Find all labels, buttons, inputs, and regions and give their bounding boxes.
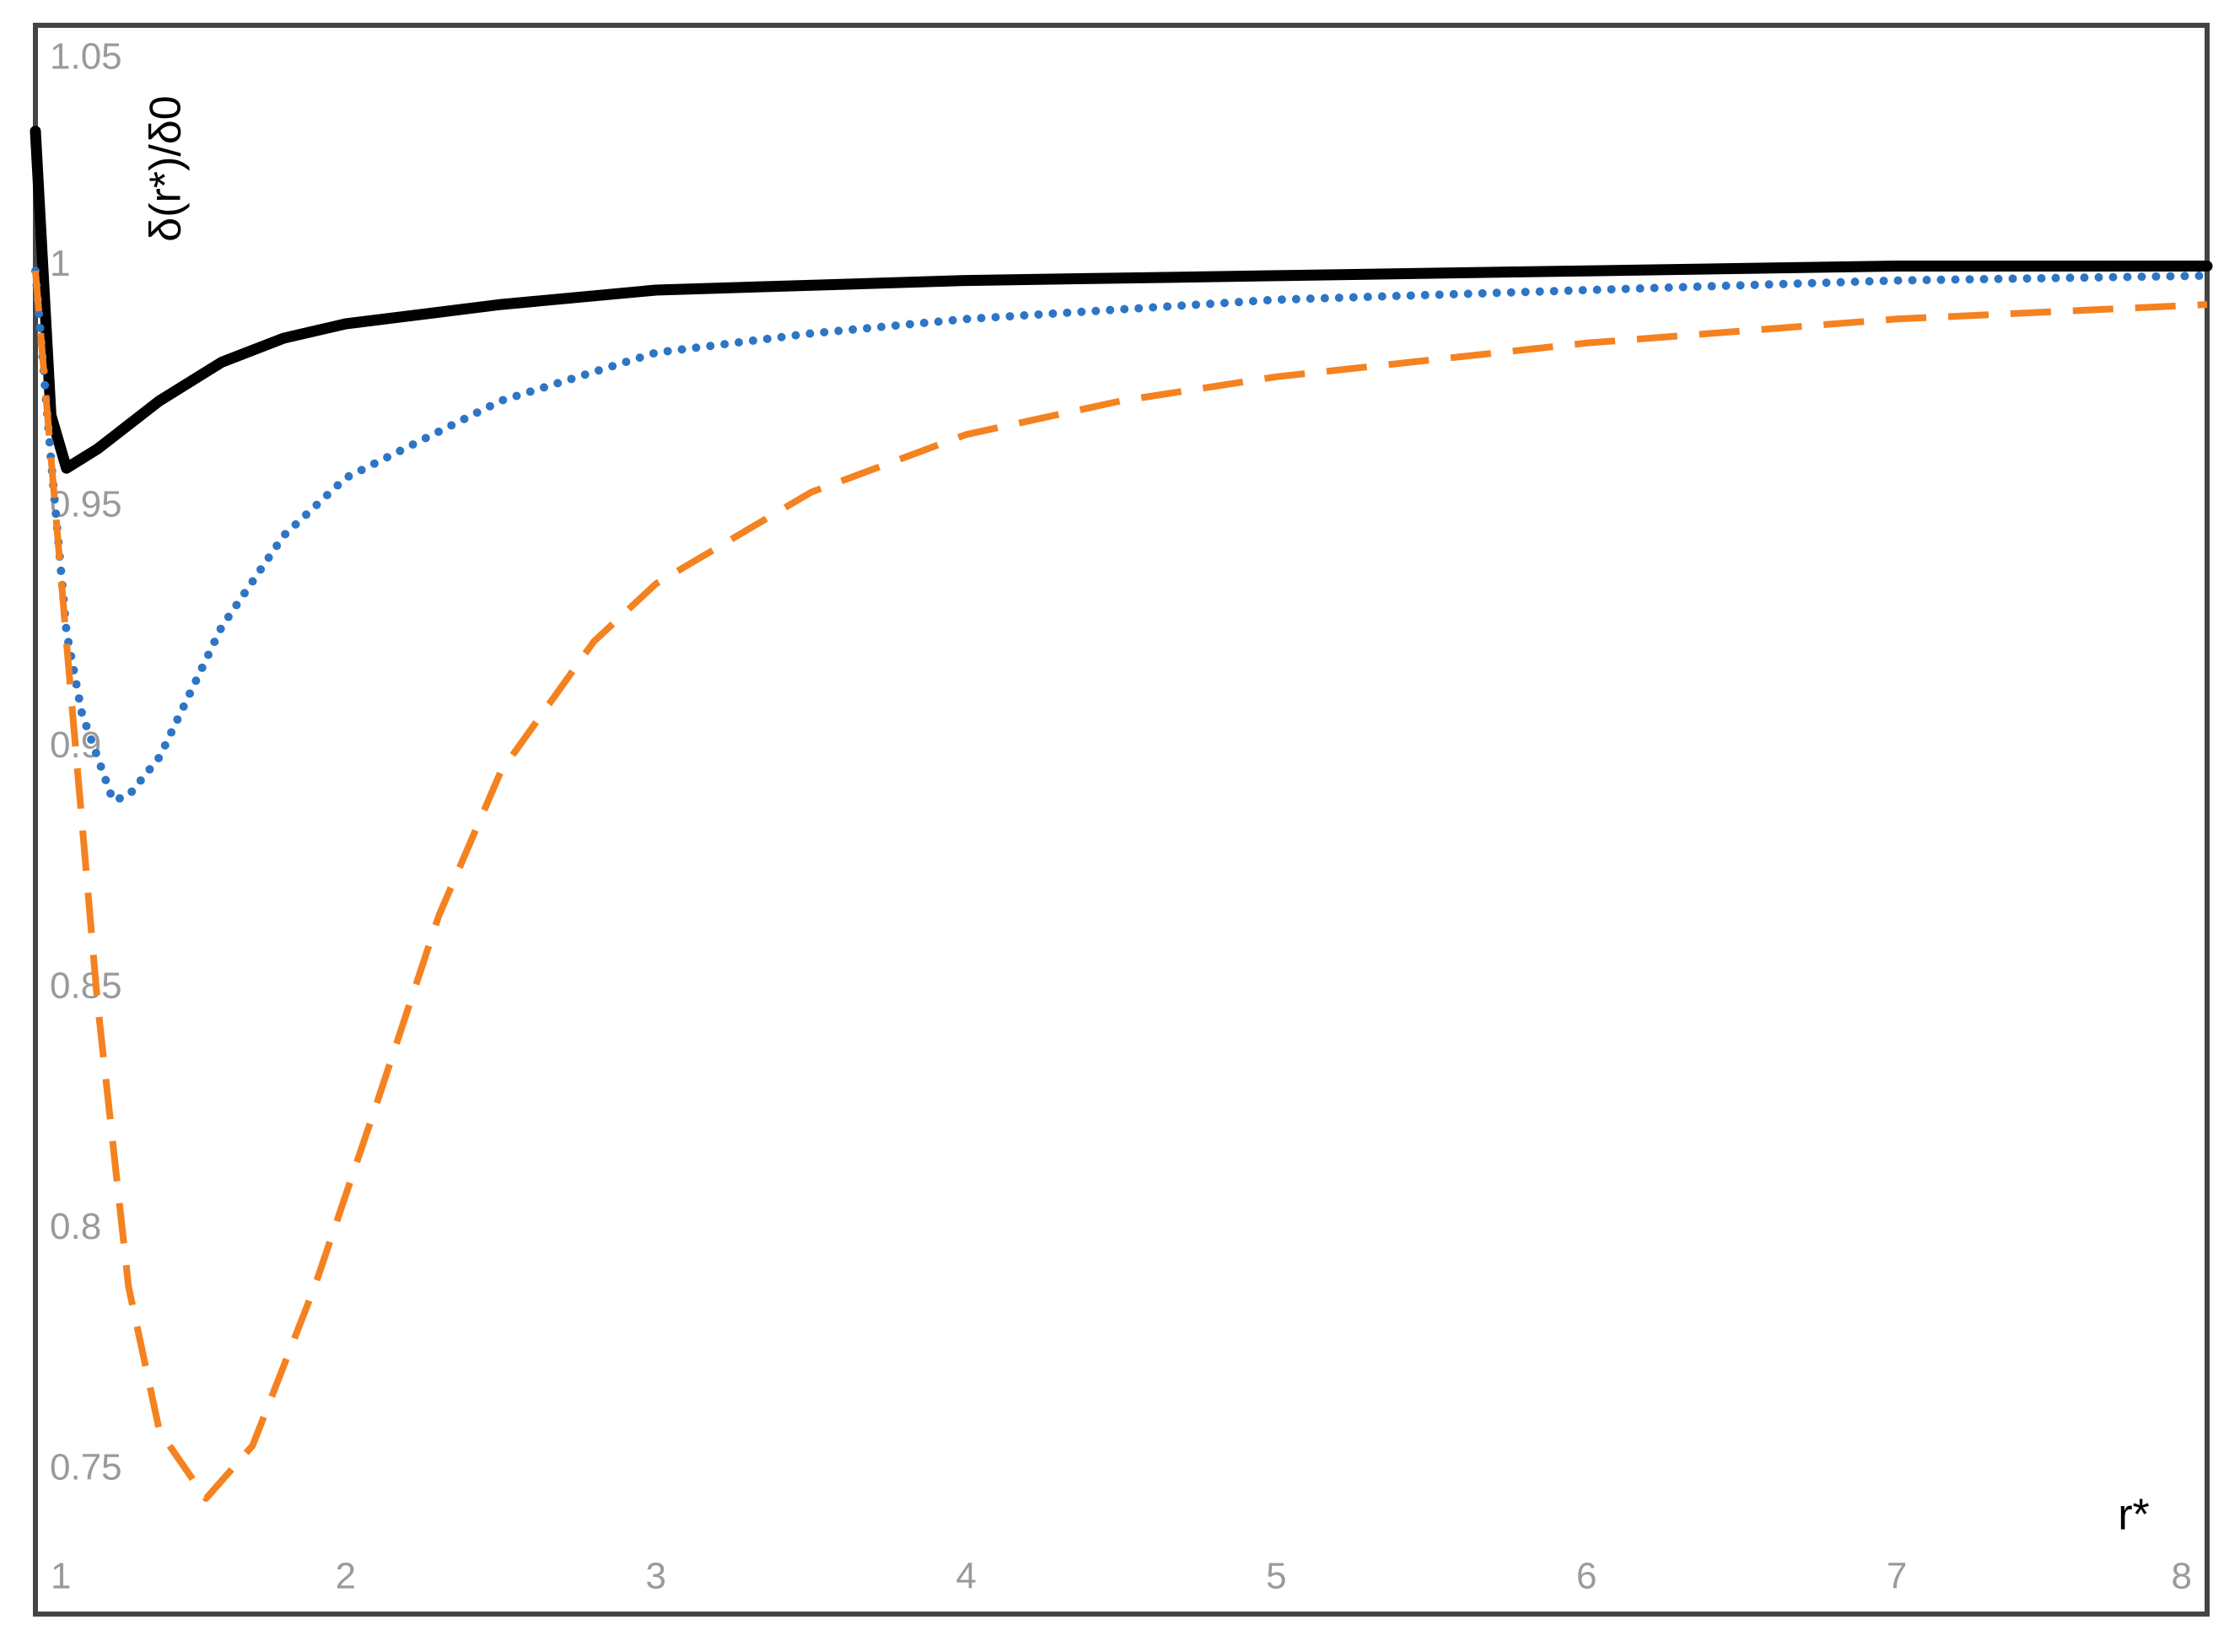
- y-tick-label: 1.05: [50, 36, 122, 78]
- x-tick-label: 1: [51, 1556, 71, 1597]
- x-tick-label: 7: [1887, 1556, 1907, 1597]
- y-tick-label: 0.75: [50, 1446, 122, 1488]
- plot-frame: [33, 23, 2210, 1617]
- x-tick-label: 2: [336, 1556, 356, 1597]
- x-tick-label: 6: [1576, 1556, 1597, 1597]
- y-tick-label: 1: [50, 243, 70, 284]
- series-line: [32, 270, 2208, 1502]
- y-tick-label: 0.95: [50, 484, 122, 525]
- series-line: [31, 266, 2211, 805]
- x-tick-label: 3: [645, 1556, 665, 1597]
- y-axis-title: δ(r*)/δ0: [142, 95, 191, 241]
- y-tick-label: 0.85: [50, 965, 122, 1006]
- x-axis-title: r*: [2118, 1491, 2150, 1540]
- x-tick-label: 5: [1266, 1556, 1286, 1597]
- series-line: [30, 126, 2213, 474]
- x-tick-label: 8: [2172, 1556, 2192, 1597]
- y-tick-label: 0.8: [50, 1206, 101, 1247]
- x-tick-label: 4: [956, 1556, 976, 1597]
